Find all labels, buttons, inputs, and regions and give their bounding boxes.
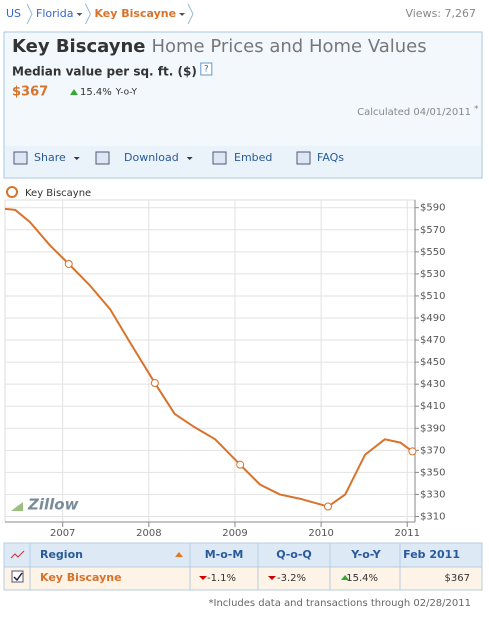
toolbar-item[interactable]: FAQs xyxy=(317,151,344,164)
point xyxy=(64,259,73,268)
up-arrow xyxy=(70,89,78,95)
table-header xyxy=(3,542,483,568)
y-tick-label: $390 xyxy=(420,423,445,434)
crumb-sep xyxy=(85,3,92,25)
toolbar-item[interactable]: Share xyxy=(34,151,66,164)
watermark: Zillow xyxy=(27,496,79,514)
toolbar-icon xyxy=(13,151,28,165)
check xyxy=(13,572,23,582)
y-tick-label: $590 xyxy=(420,203,445,214)
x-tick-label: 2008 xyxy=(136,528,161,539)
up-arrow xyxy=(341,575,349,580)
dropdown-arrow xyxy=(73,157,80,160)
column-header: Region xyxy=(40,548,83,561)
y-tick-label: $450 xyxy=(420,357,445,368)
help: ? xyxy=(204,65,209,75)
toolbar-icon xyxy=(95,151,110,165)
toolbar-bg xyxy=(5,146,481,177)
chart-icon xyxy=(10,550,25,559)
value: $367 xyxy=(12,85,48,100)
toolbar-item[interactable]: Download xyxy=(124,151,179,164)
column-header: M-o-M xyxy=(205,548,244,561)
title-rest: Home Prices and Home Values xyxy=(151,36,426,57)
footnote: *Includes data and transactions through … xyxy=(209,598,471,609)
y-tick-label: $330 xyxy=(420,489,445,500)
calculated: Calculated 04/01/2011 xyxy=(357,107,471,118)
plot-area xyxy=(4,199,416,523)
legend-marker xyxy=(6,186,18,198)
down-arrow xyxy=(268,576,276,580)
checkbox[interactable] xyxy=(11,570,24,583)
x-tick-label: 2010 xyxy=(308,528,333,539)
table-row xyxy=(3,566,483,591)
table-cell: 15.4% xyxy=(346,573,378,584)
y-tick-label: $490 xyxy=(420,313,445,324)
toolbar-icon xyxy=(296,151,311,165)
point xyxy=(150,379,159,388)
crumb-sep xyxy=(187,3,194,25)
column-header: Y-o-Y xyxy=(350,548,381,561)
sort-arrow xyxy=(175,552,183,557)
line xyxy=(4,207,414,508)
y-tick-label: $470 xyxy=(420,335,445,346)
crumb-sep xyxy=(26,3,33,25)
dropdown-arrow xyxy=(76,13,83,16)
help-box[interactable] xyxy=(200,62,213,76)
point xyxy=(236,460,245,469)
toolbar-item[interactable]: Embed xyxy=(234,151,272,164)
y-tick-label: $310 xyxy=(420,511,445,522)
y-tick-label: $550 xyxy=(420,247,445,258)
x-tick-label: 2007 xyxy=(50,528,75,539)
asterisk: * xyxy=(474,105,479,115)
y-tick-label: $430 xyxy=(420,379,445,390)
y-tick-label: $350 xyxy=(420,467,445,478)
logo xyxy=(11,502,23,511)
column-header: Feb 2011 xyxy=(403,548,460,561)
legend-label: Key Biscayne xyxy=(25,188,91,199)
table-cell: -1.1% xyxy=(207,573,236,584)
x-tick-label: 2011 xyxy=(395,528,420,539)
change-label: Y-o-Y xyxy=(115,88,138,98)
metric: Median value per sq. ft. ($) xyxy=(12,65,197,79)
y-tick-label: $410 xyxy=(420,401,445,412)
column-header: Q-o-Q xyxy=(276,548,312,561)
y-tick-label: $510 xyxy=(420,291,445,302)
toolbar-icon xyxy=(212,151,227,165)
title: Key Biscayne xyxy=(12,36,145,57)
y-tick-label: $530 xyxy=(420,269,445,280)
x-tick-label: 2009 xyxy=(222,528,247,539)
dropdown-arrow xyxy=(186,157,193,160)
y-tick-label: $570 xyxy=(420,225,445,236)
breadcrumb-item[interactable]: Key Biscayne xyxy=(94,7,176,20)
change: 15.4% xyxy=(80,87,112,98)
breadcrumb-item[interactable]: US xyxy=(6,7,21,20)
down-arrow xyxy=(199,576,207,580)
views: Views: 7,267 xyxy=(405,7,476,20)
table-cell: Key Biscayne xyxy=(40,571,122,584)
point xyxy=(408,447,417,456)
dropdown-arrow xyxy=(179,13,186,16)
breadcrumb-item[interactable]: Florida xyxy=(36,7,73,20)
table-cell: -3.2% xyxy=(277,573,306,584)
table-cell: $367 xyxy=(445,573,470,584)
point xyxy=(324,502,333,511)
y-tick-label: $370 xyxy=(420,445,445,456)
